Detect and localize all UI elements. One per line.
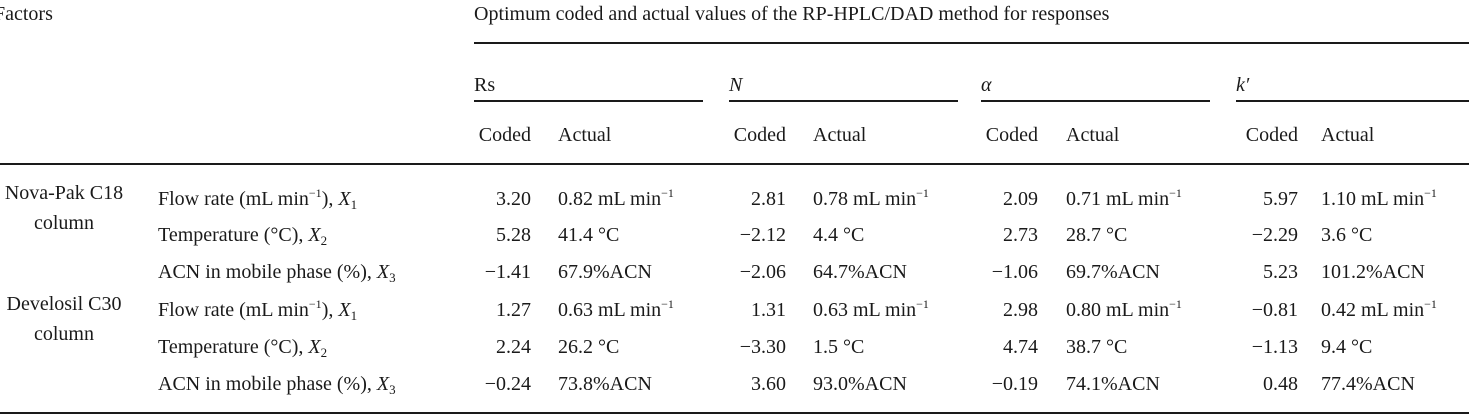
column-name: Develosil C30 [6,293,122,315]
coded-value-rs: 2.24 [496,336,531,358]
coded-value-rs: 1.27 [496,299,531,321]
coded-value-alpha: 2.73 [1003,224,1038,246]
coded-value-rs: −0.24 [484,373,531,395]
actual-value-alpha: 0.71 mL min−1 [1066,186,1182,210]
actual-value-rs: 0.82 mL min−1 [558,186,674,210]
factors-header: Factors [0,3,53,25]
actual-header-rs: Actual [558,124,612,146]
response-rs: Rs [474,74,496,96]
alpha-rule [981,100,1210,102]
coded-value-rs: 3.20 [496,188,531,210]
coded-value-k-prime: −1.13 [1251,336,1298,358]
table-bottom-rule [0,412,1469,414]
response-alpha: α [981,74,992,96]
actual-value-n: 0.78 mL min−1 [813,186,929,210]
actual-value-alpha: 74.1%ACN [1066,373,1160,395]
n-rule [729,100,958,102]
actual-value-k-prime: 9.4 °C [1321,336,1373,358]
column-name-suffix: column [34,323,94,345]
actual-value-alpha: 69.7%ACN [1066,261,1160,283]
coded-value-n: 3.60 [751,373,786,395]
coded-value-alpha: −1.06 [991,261,1038,283]
actual-value-k-prime: 3.6 °C [1321,224,1373,246]
coded-value-alpha: 2.09 [1003,188,1038,210]
actual-value-n: 0.63 mL min−1 [813,297,929,321]
coded-header-k-prime: Coded [1245,124,1298,146]
actual-value-alpha: 38.7 °C [1066,336,1128,358]
coded-value-alpha: 4.74 [1003,336,1038,358]
coded-header-n: Coded [733,124,786,146]
coded-value-k-prime: 0.48 [1263,373,1298,395]
table-title: Optimum coded and actual values of the R… [474,3,1110,25]
factor-label: Temperature (°C), X2 [158,224,328,248]
actual-value-rs: 73.8%ACN [558,373,652,395]
coded-value-n: −2.06 [739,261,786,283]
actual-value-rs: 67.9%ACN [558,261,652,283]
coded-value-rs: 5.28 [496,224,531,246]
coded-value-n: −3.30 [739,336,786,358]
coded-value-n: −2.12 [739,224,786,246]
title-rule [474,42,1469,44]
coded-value-alpha: 2.98 [1003,299,1038,321]
coded-value-alpha: −0.19 [991,373,1038,395]
actual-value-n: 1.5 °C [813,336,865,358]
rs-rule [474,100,703,102]
actual-header-k-prime: Actual [1321,124,1375,146]
coded-value-n: 1.31 [751,299,786,321]
factor-label: Flow rate (mL min−1), X1 [158,186,358,212]
coded-value-n: 2.81 [751,188,786,210]
actual-value-rs: 0.63 mL min−1 [558,297,674,321]
response-n: N [729,74,743,96]
factor-label: ACN in mobile phase (%), X3 [158,261,396,285]
actual-value-n: 4.4 °C [813,224,865,246]
coded-value-k-prime: 5.97 [1263,188,1298,210]
factor-label: ACN in mobile phase (%), X3 [158,373,396,397]
actual-value-k-prime: 1.10 mL min−1 [1321,186,1437,210]
actual-value-n: 93.0%ACN [813,373,907,395]
coded-value-k-prime: 5.23 [1263,261,1298,283]
actual-value-rs: 26.2 °C [558,336,620,358]
actual-value-rs: 41.4 °C [558,224,620,246]
factor-label: Temperature (°C), X2 [158,336,328,360]
actual-value-k-prime: 77.4%ACN [1321,373,1415,395]
response-k-prime: k′ [1236,74,1250,96]
coded-value-k-prime: −2.29 [1251,224,1298,246]
actual-header-alpha: Actual [1066,124,1120,146]
factor-label: Flow rate (mL min−1), X1 [158,297,358,323]
coded-header-alpha: Coded [985,124,1038,146]
coded-header-rs: Coded [478,124,531,146]
actual-value-alpha: 28.7 °C [1066,224,1128,246]
actual-header-n: Actual [813,124,867,146]
header-bottom-rule [0,163,1469,165]
actual-value-k-prime: 0.42 mL min−1 [1321,297,1437,321]
column-name-suffix: column [34,212,94,234]
column-name: Nova-Pak C18 [4,182,124,204]
coded-value-rs: −1.41 [484,261,531,283]
actual-value-k-prime: 101.2%ACN [1321,261,1425,283]
k-prime-rule [1236,100,1469,102]
actual-value-n: 64.7%ACN [813,261,907,283]
actual-value-alpha: 0.80 mL min−1 [1066,297,1182,321]
coded-value-k-prime: −0.81 [1251,299,1298,321]
